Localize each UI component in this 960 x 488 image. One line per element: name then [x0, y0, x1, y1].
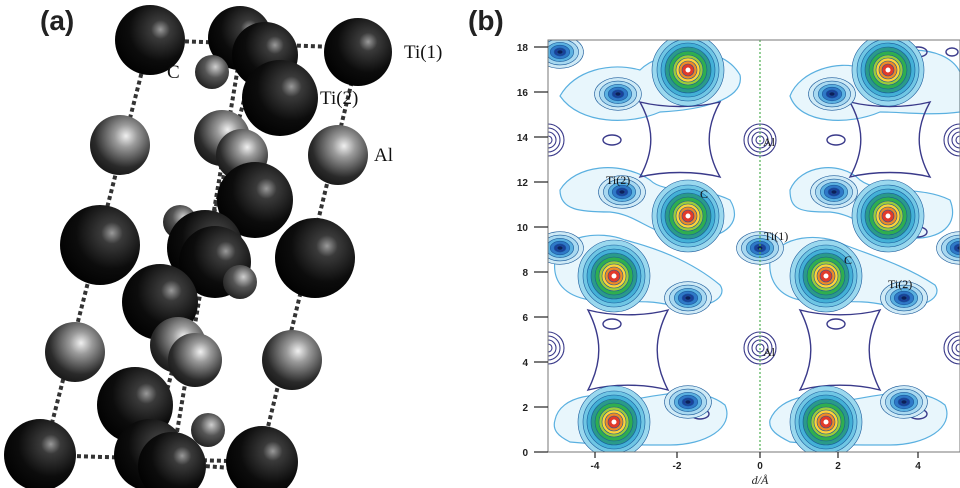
- c-density-core: [684, 212, 692, 220]
- c-atom: [223, 265, 257, 299]
- c-density-core: [884, 66, 892, 74]
- c-density-core: [684, 66, 692, 74]
- ti-atom: [217, 162, 293, 238]
- al-density-ring: [548, 123, 565, 157]
- ti-atom: [324, 18, 392, 86]
- x-tick-label: -4: [591, 461, 600, 472]
- al-density-ring: [548, 127, 561, 153]
- map-label-c-top: C: [700, 187, 708, 201]
- ti-density-ring: [556, 49, 564, 55]
- map-label-c-mid: C: [844, 253, 852, 267]
- al-density-ring: [548, 343, 553, 353]
- ti-density-ring: [830, 189, 838, 195]
- map-label-al-low: Al: [763, 345, 776, 359]
- x-axis-title: d/Å: [752, 473, 769, 487]
- y-tick-label: 2: [522, 403, 528, 414]
- axis-ticks: [534, 46, 919, 458]
- ti-density-ring: [956, 245, 960, 251]
- ti-density-ring: [614, 91, 622, 97]
- density-small-ring: [945, 47, 959, 57]
- y-tick-label: 10: [517, 223, 529, 234]
- x-tick-label: 2: [835, 461, 841, 472]
- y-tick-label: 0: [522, 448, 528, 459]
- ti-density-ring: [618, 189, 626, 195]
- map-frame: [547, 39, 960, 453]
- y-tick-label: 12: [517, 178, 529, 189]
- panel-b-label: (b): [468, 5, 504, 36]
- al-density-ring: [548, 339, 557, 357]
- atoms: [4, 5, 392, 488]
- y-tick-label: 8: [522, 268, 528, 279]
- al-density-ring: [947, 127, 960, 153]
- y-tick-label: 6: [522, 313, 528, 324]
- ti-atom: [242, 60, 318, 136]
- map-label-ti2-mid: Ti(2): [888, 277, 912, 291]
- c-atom: [195, 55, 229, 89]
- ti-density-ring: [684, 295, 692, 301]
- map-label-al-top: Al: [763, 135, 776, 149]
- al-atom: [90, 115, 150, 175]
- ti-atom: [226, 426, 298, 488]
- ti-atom: [60, 205, 140, 285]
- al-density-ring: [548, 135, 553, 145]
- ti-density-ring: [900, 295, 908, 301]
- c-density-core: [822, 272, 830, 280]
- x-tick-label: 4: [915, 461, 921, 472]
- al-density-ring: [947, 335, 960, 361]
- al-density-ring: [548, 131, 557, 149]
- al-density-ring: [548, 331, 565, 365]
- density-small-ring: [826, 134, 846, 146]
- map-label-ti1: Ti(1): [764, 229, 788, 243]
- ti-density-ring: [828, 91, 836, 97]
- ti-atom: [275, 218, 355, 298]
- al-atom: [45, 322, 105, 382]
- c-atom: [191, 413, 225, 447]
- al-density-ring: [951, 131, 960, 149]
- density-small-ring: [826, 318, 846, 330]
- density-small-ring: [602, 318, 622, 330]
- y-tick-label: 4: [522, 358, 528, 369]
- atom-label-ti2: Ti(2): [320, 88, 358, 109]
- cell-edge: [256, 47, 362, 469]
- c-density-core: [822, 418, 830, 426]
- density-cavity: [798, 308, 882, 392]
- al-density-ring: [955, 343, 960, 353]
- al-atom: [168, 333, 222, 387]
- al-density-ring: [955, 135, 960, 145]
- c-density-core: [610, 272, 618, 280]
- ti-density-ring: [684, 399, 692, 405]
- al-density-ring: [943, 123, 960, 157]
- panel-a-label: (a): [40, 5, 74, 36]
- ti-atom: [4, 419, 76, 488]
- electron-density-map-panel: (b) 0 2 4 6 8 10 12 14 16 18 -4 -2 0 2 4…: [468, 5, 960, 487]
- crystal-structure-panel: (a): [4, 5, 442, 488]
- x-tick-label: -2: [673, 461, 682, 472]
- density-cavity: [638, 100, 722, 179]
- atom-label-c: C: [167, 62, 180, 83]
- density-cavity: [586, 308, 670, 392]
- atom-label-al: Al: [374, 145, 393, 166]
- al-density-ring: [943, 331, 960, 365]
- contour-map: [548, 40, 960, 452]
- y-tick-label: 14: [517, 133, 529, 144]
- density-cavity: [848, 100, 932, 179]
- al-density-ring: [548, 335, 561, 361]
- ti-atom: [115, 5, 185, 75]
- al-atom: [308, 125, 368, 185]
- y-tick-label: 18: [517, 43, 529, 54]
- ti-density-ring: [900, 399, 908, 405]
- density-small-ring: [602, 134, 622, 146]
- c-density-core: [884, 212, 892, 220]
- x-tick-label: 0: [757, 461, 763, 472]
- ti-atom: [138, 432, 206, 488]
- y-tick-label: 16: [517, 88, 529, 99]
- al-atom: [262, 330, 322, 390]
- c-density-core: [610, 418, 618, 426]
- ti-density-ring: [556, 245, 564, 251]
- map-label-ti2-top: Ti(2): [606, 173, 630, 187]
- contour-lines: [548, 40, 960, 452]
- al-density-ring: [951, 339, 960, 357]
- atom-label-ti1: Ti(1): [404, 42, 442, 63]
